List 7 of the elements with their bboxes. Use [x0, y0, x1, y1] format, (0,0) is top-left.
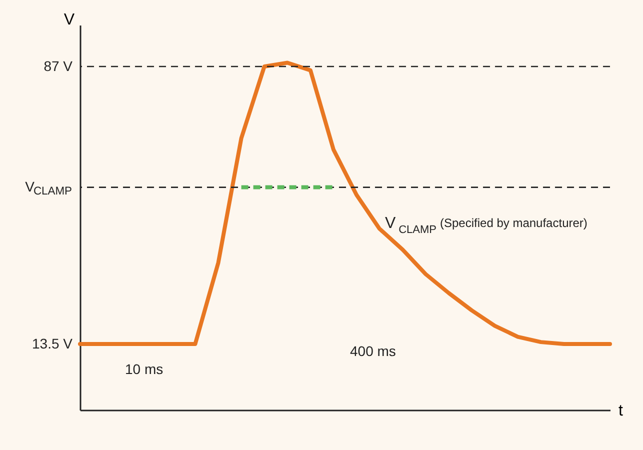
- y-axis-title: V: [64, 12, 75, 28]
- line-series: [78, 60, 612, 346]
- x-axis-title: t: [618, 402, 624, 420]
- y-tick-label: 13.5 V: [32, 335, 74, 352]
- annotation: 10 ms: [125, 361, 164, 377]
- y-tick-label: 87 V: [44, 58, 74, 74]
- annotation: 400 ms: [350, 343, 396, 359]
